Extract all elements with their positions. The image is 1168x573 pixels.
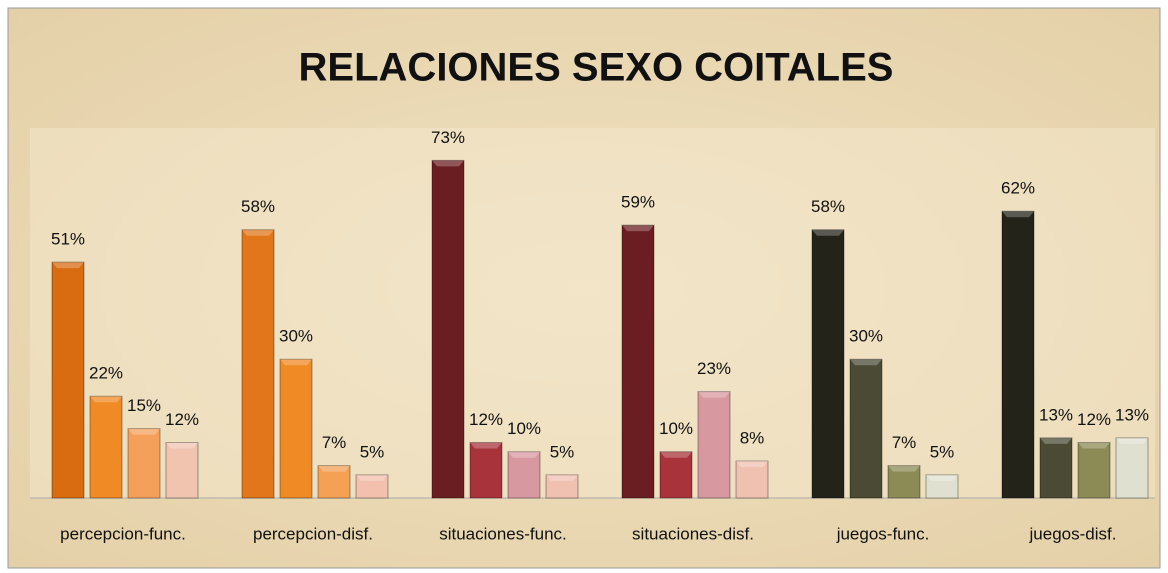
bar [811,229,845,499]
data-label: 58% [241,197,275,216]
data-label: 7% [322,433,347,452]
bar-bevel [356,474,388,481]
bar [1077,442,1111,499]
bar [621,224,655,499]
bar [1115,437,1149,499]
x-tick-label: percepcion-disf. [253,524,373,543]
bar-bevel [1078,442,1110,449]
data-label: 10% [507,419,541,438]
bar [127,428,161,499]
bar [1001,210,1035,499]
x-tick-label: juegos-func. [836,524,930,543]
data-label: 51% [51,230,85,249]
data-label: 5% [550,442,575,461]
bar [925,474,959,499]
bar [165,442,199,499]
bar [507,451,541,499]
bar-bevel [812,229,844,236]
bar-bevel [90,396,122,403]
bar [51,261,85,499]
x-tick-label: situaciones-disf. [632,524,754,543]
bar-bevel [1040,437,1072,444]
bar-bevel [432,160,464,167]
data-label: 12% [165,410,199,429]
bar-bevel [660,451,692,458]
chart-title: RELACIONES SEXO COITALES [299,46,894,90]
data-label: 73% [431,128,465,147]
data-label: 58% [811,197,845,216]
data-label: 12% [1077,410,1111,429]
data-label: 13% [1115,405,1149,424]
bar [469,442,503,499]
data-label: 10% [659,419,693,438]
data-label: 13% [1039,405,1073,424]
bar [697,391,731,499]
bar [241,229,275,499]
bar [659,451,693,499]
x-tick-label: percepcion-func. [60,524,186,543]
bar [431,159,465,499]
bar [279,358,313,499]
data-label: 15% [127,396,161,415]
data-label: 8% [740,428,765,447]
bar-bevel [318,465,350,472]
bar-bevel [546,474,578,481]
data-label: 5% [930,442,955,461]
data-label: 30% [849,327,883,346]
bar-bevel [280,359,312,366]
bar [317,465,351,499]
bar-bevel [926,474,958,481]
bar-bevel [698,391,730,398]
bar-bevel [128,428,160,435]
bar-bevel [52,262,84,269]
data-label: 7% [892,433,917,452]
bar-bevel [622,225,654,232]
data-label: 30% [279,327,313,346]
bar-bevel [736,461,768,467]
data-label: 22% [89,364,123,383]
data-label: 59% [621,193,655,212]
data-label: 5% [360,442,385,461]
bar-bevel [470,442,502,449]
bar [355,474,389,499]
bar-bevel [888,465,920,472]
bar [545,474,579,499]
bar-bevel [242,229,274,236]
bar-bevel [166,442,198,449]
bar [887,465,921,499]
x-tick-label: juegos-disf. [1029,524,1117,543]
x-tick-label: situaciones-func. [439,524,567,543]
bar-bevel [508,451,540,458]
bar [735,460,769,499]
bar-bevel [1116,437,1148,444]
bar [849,358,883,499]
plot-area [30,128,1155,498]
bar-bevel [1002,211,1034,218]
data-label: 62% [1001,179,1035,198]
data-label: 12% [469,410,503,429]
bar [1039,437,1073,499]
data-label: 23% [697,359,731,378]
bar [89,395,123,499]
bar-bevel [850,359,882,366]
